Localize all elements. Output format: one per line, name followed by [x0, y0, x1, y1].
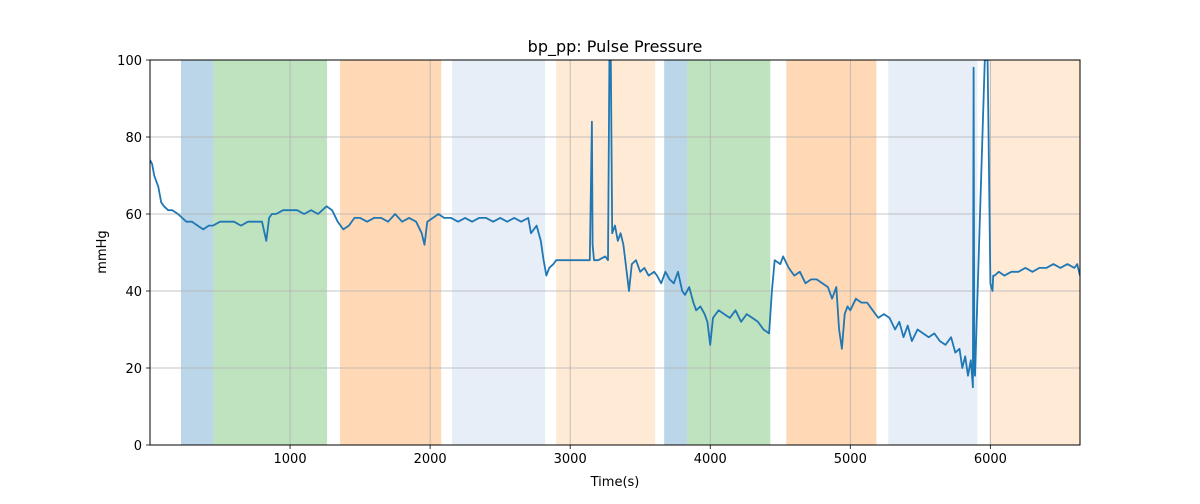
shaded-span [213, 60, 328, 445]
shaded-span [786, 60, 877, 445]
shaded-span [340, 60, 442, 445]
shaded-span [989, 60, 1080, 445]
x-tick-label: 4000 [694, 452, 727, 467]
y-tick-label: 20 [125, 362, 142, 377]
x-tick-label: 2000 [414, 452, 447, 467]
y-axis-ticks: 0 20 40 60 80 100 [117, 54, 150, 454]
series-lines [150, 60, 1080, 389]
series-line-bp_pp [150, 60, 1080, 389]
x-axis-ticks: 1000 2000 3000 4000 5000 6000 [274, 445, 1007, 467]
y-tick-label: 40 [125, 285, 142, 300]
y-tick-label: 0 [134, 439, 142, 454]
shaded-span [452, 60, 546, 445]
x-tick-label: 1000 [274, 452, 307, 467]
shaded-span [664, 60, 688, 445]
x-tick-label: 3000 [554, 452, 587, 467]
shaded-span [556, 60, 656, 445]
x-axis-label: Time(s) [590, 475, 640, 490]
y-axis-label: mmHg [95, 230, 110, 273]
plot-frame [149, 59, 1081, 446]
shaded-span [888, 60, 978, 445]
x-tick-label: 6000 [974, 452, 1007, 467]
y-tick-label: 100 [117, 54, 142, 69]
shaded-span [687, 60, 771, 445]
y-tick-label: 60 [125, 208, 142, 223]
chart-title: bp_pp: Pulse Pressure [528, 37, 703, 57]
shaded-span [180, 60, 214, 445]
x-tick-label: 5000 [834, 452, 867, 467]
shaded-spans [180, 60, 1080, 445]
y-tick-label: 80 [125, 131, 142, 146]
